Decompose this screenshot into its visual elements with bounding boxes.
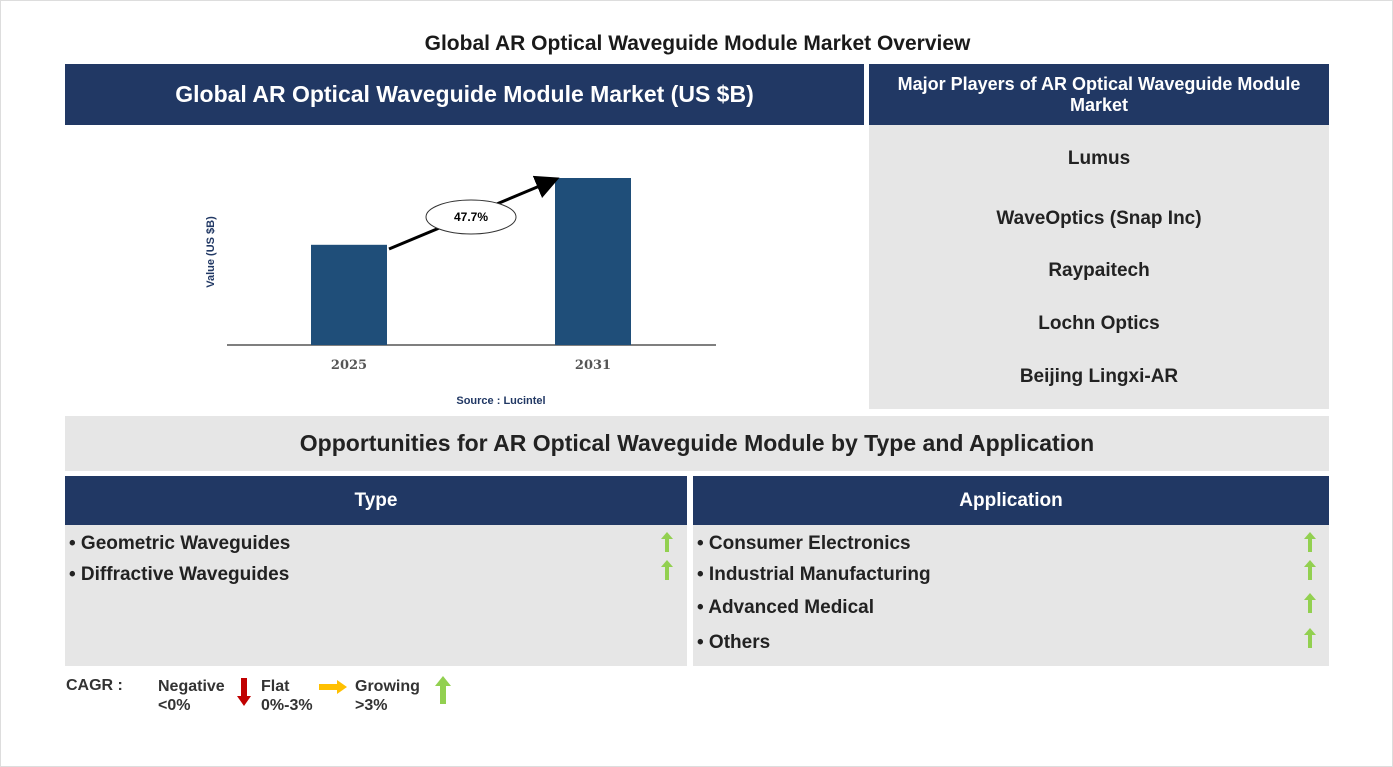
bar-chart: 47.7% bbox=[227, 175, 716, 346]
legend-negative-range: <0% bbox=[158, 697, 191, 714]
growing-arrow-icon bbox=[1304, 593, 1316, 613]
growing-arrow-icon bbox=[435, 676, 451, 704]
bar-2025 bbox=[311, 244, 387, 345]
type-header: Type bbox=[65, 476, 687, 525]
growing-arrow-icon bbox=[1304, 560, 1316, 580]
application-panel bbox=[693, 525, 1329, 666]
type-panel bbox=[65, 525, 687, 666]
legend-negative-label: Negative bbox=[158, 678, 225, 695]
players-header: Major Players of AR Optical Waveguide Mo… bbox=[869, 64, 1329, 125]
player-item: Lochn Optics bbox=[1038, 313, 1160, 334]
legend-label: CAGR : bbox=[66, 677, 123, 694]
cagr-annotation: 47.7% bbox=[454, 210, 488, 224]
y-axis-label: Value (US $B) bbox=[205, 216, 217, 288]
growing-arrow-icon bbox=[1304, 628, 1316, 648]
legend-flat-range: 0%-3% bbox=[261, 697, 313, 714]
negative-arrow-icon bbox=[237, 678, 251, 706]
growing-arrow-icon bbox=[661, 560, 673, 580]
type-item: • Geometric Waveguides bbox=[69, 533, 291, 554]
opportunities-header: Opportunities for AR Optical Waveguide M… bbox=[65, 416, 1329, 471]
legend-growing-range: >3% bbox=[355, 697, 388, 714]
legend-flat: Flat 0%-3% bbox=[261, 677, 313, 715]
growing-arrow-icon bbox=[1304, 532, 1316, 552]
source-label: Source : Lucintel bbox=[456, 395, 546, 407]
player-item: Raypaitech bbox=[1048, 260, 1150, 281]
player-item: Beijing Lingxi-AR bbox=[1019, 366, 1179, 387]
x-tick-label: 2025 bbox=[330, 358, 368, 373]
growing-arrow-icon bbox=[661, 532, 673, 552]
x-tick-label: 2031 bbox=[574, 358, 612, 373]
application-item: • Consumer Electronics bbox=[697, 533, 911, 554]
chart-header: Global AR Optical Waveguide Module Marke… bbox=[65, 64, 864, 125]
legend-flat-label: Flat bbox=[261, 678, 290, 695]
page-title: Global AR Optical Waveguide Module Marke… bbox=[424, 32, 971, 55]
bar-2031 bbox=[555, 178, 631, 345]
application-item: • Advanced Medical bbox=[697, 597, 875, 618]
application-item: • Industrial Manufacturing bbox=[697, 564, 931, 585]
players-panel bbox=[869, 125, 1329, 409]
player-item: Lumus bbox=[1067, 148, 1131, 169]
type-item: • Diffractive Waveguides bbox=[69, 564, 290, 585]
flat-arrow-icon bbox=[319, 680, 347, 694]
player-item: WaveOptics (Snap Inc) bbox=[996, 208, 1202, 229]
legend-growing: Growing >3% bbox=[355, 677, 420, 715]
application-item: • Others bbox=[697, 632, 771, 653]
cagr-ellipse bbox=[425, 199, 517, 235]
legend-negative: Negative <0% bbox=[158, 677, 225, 715]
legend-growing-label: Growing bbox=[355, 678, 420, 695]
application-header: Application bbox=[693, 476, 1329, 525]
